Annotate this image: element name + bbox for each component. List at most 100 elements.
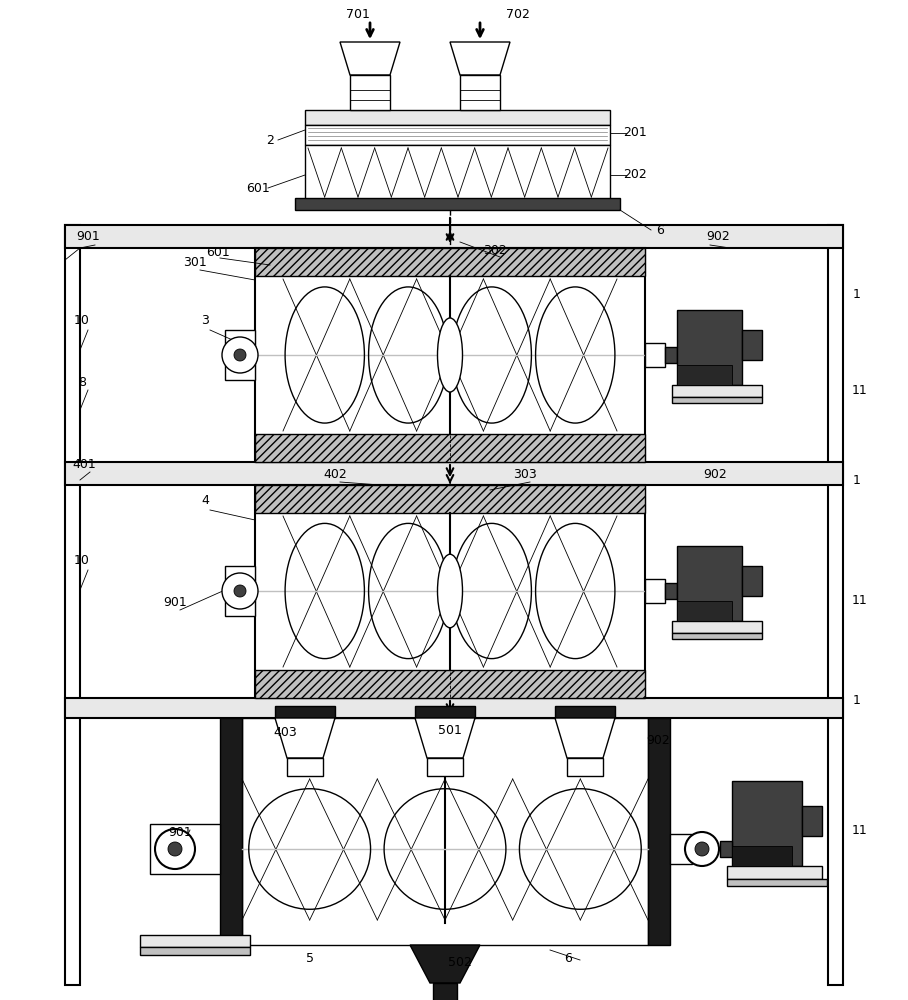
Bar bbox=[460, 75, 500, 110]
Text: 5: 5 bbox=[306, 952, 314, 964]
Polygon shape bbox=[450, 42, 510, 75]
Bar bbox=[670, 834, 692, 864]
Text: 701: 701 bbox=[346, 8, 370, 21]
Text: 902: 902 bbox=[706, 231, 730, 243]
Text: 502: 502 bbox=[448, 956, 472, 970]
Bar bbox=[255, 485, 645, 513]
Circle shape bbox=[234, 349, 246, 361]
Text: 601: 601 bbox=[206, 245, 230, 258]
Bar bbox=[645, 579, 665, 603]
Bar bbox=[150, 824, 220, 874]
Bar bbox=[727, 879, 827, 886]
Circle shape bbox=[695, 842, 709, 856]
Text: 401: 401 bbox=[72, 458, 96, 471]
Text: 901: 901 bbox=[76, 231, 100, 243]
Bar bbox=[732, 846, 792, 866]
Bar bbox=[65, 698, 843, 718]
Text: 11: 11 bbox=[852, 593, 868, 606]
Text: 6: 6 bbox=[564, 952, 572, 964]
Circle shape bbox=[168, 842, 182, 856]
Text: 901: 901 bbox=[163, 596, 187, 609]
Bar bbox=[140, 935, 250, 947]
Text: 8: 8 bbox=[78, 375, 86, 388]
Bar bbox=[742, 566, 762, 596]
Polygon shape bbox=[275, 718, 335, 758]
Bar bbox=[415, 706, 475, 718]
Polygon shape bbox=[415, 718, 475, 758]
Bar bbox=[672, 385, 762, 397]
Bar bbox=[727, 866, 822, 879]
Bar bbox=[677, 310, 742, 385]
Bar bbox=[672, 633, 762, 639]
Text: 301: 301 bbox=[183, 256, 207, 269]
Text: 201: 201 bbox=[623, 126, 646, 139]
Text: 902: 902 bbox=[646, 734, 670, 746]
Text: 901: 901 bbox=[168, 826, 192, 838]
Text: 6: 6 bbox=[656, 224, 664, 236]
Bar bbox=[732, 781, 802, 866]
Bar bbox=[567, 758, 603, 776]
Text: 902: 902 bbox=[703, 468, 727, 481]
Text: 11: 11 bbox=[852, 824, 868, 836]
Bar bbox=[287, 758, 323, 776]
Polygon shape bbox=[410, 945, 480, 983]
Bar bbox=[255, 248, 645, 276]
Ellipse shape bbox=[438, 318, 462, 392]
Bar bbox=[645, 343, 665, 367]
Text: 1: 1 bbox=[853, 474, 861, 487]
Bar bbox=[677, 546, 742, 621]
Bar bbox=[828, 225, 843, 985]
Bar bbox=[65, 225, 80, 985]
Bar bbox=[720, 841, 732, 857]
Bar bbox=[305, 145, 610, 200]
Text: 11: 11 bbox=[852, 383, 868, 396]
Bar bbox=[140, 947, 250, 955]
Bar bbox=[672, 621, 762, 633]
Bar bbox=[665, 583, 677, 599]
Bar bbox=[295, 198, 620, 210]
Bar bbox=[305, 125, 610, 145]
Polygon shape bbox=[555, 718, 615, 758]
Text: 1: 1 bbox=[853, 694, 861, 706]
Bar bbox=[255, 434, 645, 462]
Text: 702: 702 bbox=[506, 8, 530, 21]
Bar bbox=[350, 75, 390, 110]
Bar bbox=[677, 365, 732, 385]
Text: 403: 403 bbox=[273, 726, 297, 738]
Bar bbox=[433, 983, 457, 1000]
Bar bbox=[802, 806, 822, 836]
Bar bbox=[305, 110, 610, 125]
Circle shape bbox=[222, 573, 258, 609]
Bar bbox=[742, 330, 762, 360]
Bar bbox=[65, 225, 843, 248]
Text: 501: 501 bbox=[438, 724, 462, 736]
Circle shape bbox=[234, 585, 246, 597]
Circle shape bbox=[685, 832, 719, 866]
Bar bbox=[255, 670, 645, 698]
Text: 2: 2 bbox=[266, 133, 274, 146]
Circle shape bbox=[222, 337, 258, 373]
Text: 601: 601 bbox=[246, 182, 270, 194]
Text: 303: 303 bbox=[513, 468, 537, 481]
Bar bbox=[555, 706, 615, 718]
Text: 10: 10 bbox=[74, 314, 90, 326]
Bar bbox=[255, 485, 645, 698]
Text: 4: 4 bbox=[201, 493, 209, 506]
Bar bbox=[648, 718, 670, 945]
Polygon shape bbox=[340, 42, 400, 75]
Bar bbox=[427, 758, 463, 776]
Bar bbox=[220, 718, 242, 945]
Text: 302: 302 bbox=[483, 243, 507, 256]
Bar bbox=[65, 462, 843, 485]
Text: 3: 3 bbox=[201, 314, 209, 326]
Text: 1: 1 bbox=[853, 288, 861, 302]
Ellipse shape bbox=[438, 554, 462, 628]
Text: 402: 402 bbox=[323, 468, 347, 481]
Bar bbox=[242, 718, 648, 945]
Bar bbox=[225, 566, 255, 616]
Circle shape bbox=[155, 829, 195, 869]
Bar bbox=[255, 248, 645, 462]
Text: 202: 202 bbox=[623, 168, 646, 182]
Bar bbox=[677, 601, 732, 621]
Bar bbox=[672, 397, 762, 403]
